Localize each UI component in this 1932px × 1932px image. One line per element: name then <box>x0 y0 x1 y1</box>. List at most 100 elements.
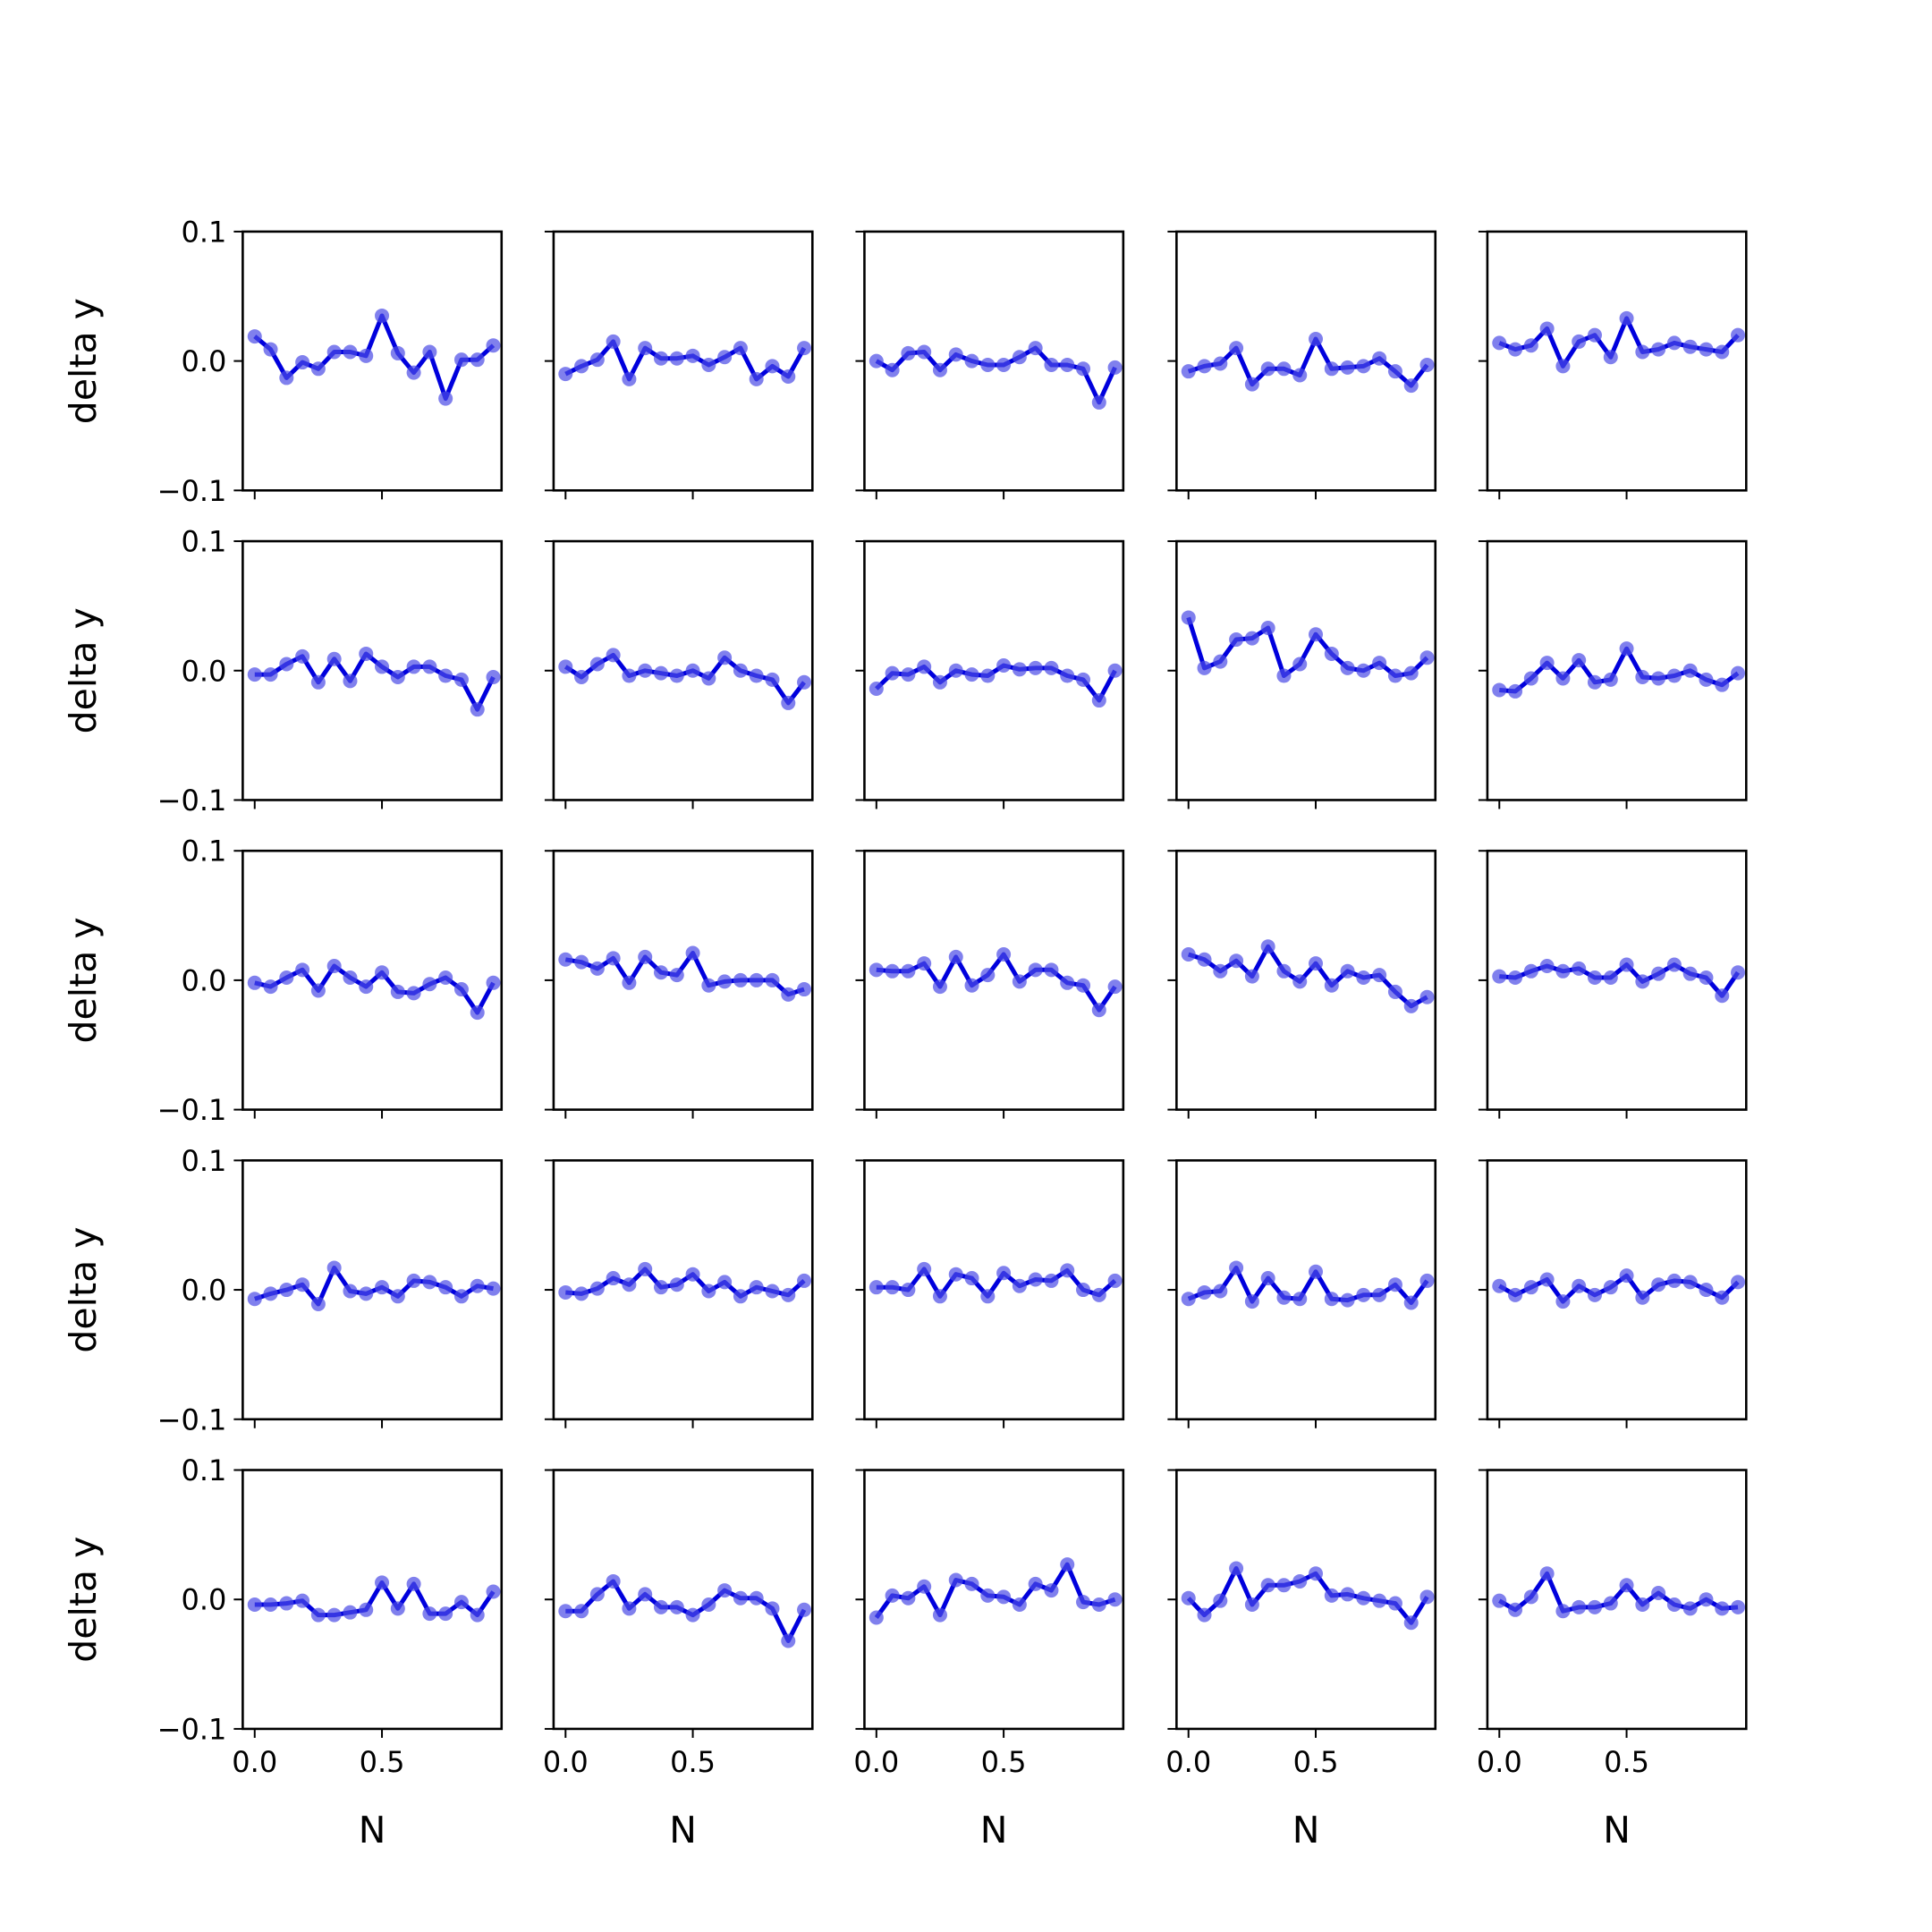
y-tick-label-r2c1-0: 0.1 <box>181 525 226 559</box>
data-point-r5c2-15 <box>797 1602 812 1617</box>
data-point-r2c1-8 <box>375 659 390 674</box>
data-point-r1c5-14 <box>1715 344 1730 360</box>
y-tick-label-r3c1-0: 0.1 <box>181 835 226 869</box>
data-point-r3c3-15 <box>1107 979 1123 995</box>
data-point-r1c4-11 <box>1356 359 1371 374</box>
data-point-r3c3-7 <box>980 968 996 983</box>
data-point-r5c1-5 <box>326 1607 342 1623</box>
data-point-r3c2-13 <box>765 972 780 987</box>
data-point-r1c5-2 <box>1523 338 1538 353</box>
y-tick-label-r1c1-1: 0.0 <box>181 344 226 378</box>
data-point-r1c4-8 <box>1309 332 1324 347</box>
series-line-r2c1 <box>254 651 496 712</box>
series-line-r3c5 <box>1499 962 1741 998</box>
data-point-r3c4-0 <box>1181 946 1196 962</box>
data-point-r5c2-4 <box>622 1601 637 1616</box>
data-point-r2c2-13 <box>765 672 780 687</box>
series-line-r5c2 <box>565 1579 807 1643</box>
series-line-r5c4 <box>1186 1566 1429 1625</box>
data-point-r4c4-12 <box>1372 1287 1387 1302</box>
data-point-r3c5-12 <box>1682 966 1698 981</box>
data-point-r1c1-14 <box>470 352 485 368</box>
data-point-r4c3-10 <box>1028 1272 1043 1287</box>
data-point-r2c5-15 <box>1731 665 1746 681</box>
data-point-r2c5-5 <box>1572 653 1587 668</box>
series-line-r2c5 <box>1499 646 1740 694</box>
data-point-r3c5-1 <box>1508 970 1523 986</box>
data-point-r4c1-1 <box>263 1286 278 1301</box>
data-point-r5c3-6 <box>964 1576 979 1591</box>
data-point-r4c2-8 <box>685 1267 700 1282</box>
series-line-r5c1 <box>254 1580 496 1618</box>
data-point-r2c3-13 <box>1076 672 1091 687</box>
data-point-r5c2-14 <box>781 1633 796 1648</box>
data-point-r3c2-11 <box>733 972 748 987</box>
data-point-r2c5-2 <box>1523 671 1538 686</box>
data-point-r5c3-12 <box>1060 1557 1075 1572</box>
data-point-r4c2-9 <box>701 1284 716 1299</box>
data-point-r1c5-9 <box>1635 344 1650 360</box>
data-point-r3c1-7 <box>359 979 374 995</box>
data-point-r2c1-6 <box>343 674 358 689</box>
data-point-r1c3-0 <box>869 353 884 369</box>
data-point-r4c1-2 <box>279 1283 294 1298</box>
panel-frame-r1c3 <box>863 230 1125 492</box>
data-point-r2c1-9 <box>390 669 405 684</box>
y-tick-label-r1c1-0: 0.1 <box>181 215 226 249</box>
data-point-r2c5-10 <box>1651 671 1666 686</box>
data-point-r5c5-13 <box>1699 1592 1714 1607</box>
data-point-r4c3-15 <box>1107 1273 1123 1288</box>
data-point-r4c2-15 <box>797 1273 812 1288</box>
data-point-r2c1-4 <box>310 674 326 690</box>
data-point-r2c3-5 <box>948 663 963 678</box>
x-tick-label-r5c1-0: 0.0 <box>232 1745 277 1779</box>
data-point-r5c1-14 <box>470 1607 485 1623</box>
data-point-r5c1-9 <box>390 1601 405 1616</box>
data-point-r2c2-8 <box>685 663 700 678</box>
data-point-r2c3-9 <box>1012 662 1027 677</box>
data-point-r2c4-6 <box>1276 668 1292 683</box>
data-point-r3c3-14 <box>1091 1003 1106 1018</box>
data-point-r4c3-13 <box>1076 1283 1091 1298</box>
data-point-r2c4-12 <box>1372 656 1387 671</box>
data-point-r1c5-4 <box>1555 359 1571 374</box>
data-point-r2c1-0 <box>247 667 262 682</box>
data-point-r1c3-10 <box>1028 341 1043 356</box>
data-point-r3c2-14 <box>781 987 796 1002</box>
data-point-r3c3-3 <box>917 956 932 971</box>
data-point-r5c5-12 <box>1682 1601 1698 1616</box>
data-point-r3c3-8 <box>996 946 1012 962</box>
series-line-r4c3 <box>876 1267 1117 1299</box>
data-point-r2c5-4 <box>1555 671 1571 686</box>
data-point-r4c4-2 <box>1213 1284 1228 1299</box>
panel-frame-r2c1 <box>242 539 504 801</box>
data-point-r2c3-1 <box>885 665 900 681</box>
data-point-r2c4-5 <box>1260 621 1275 636</box>
data-point-r3c1-2 <box>279 970 294 986</box>
data-point-r3c2-2 <box>589 961 605 976</box>
data-point-r2c4-10 <box>1340 660 1355 675</box>
data-point-r5c4-4 <box>1244 1597 1259 1612</box>
data-point-r2c5-3 <box>1539 656 1555 671</box>
data-point-r2c2-15 <box>797 674 812 690</box>
data-point-r2c1-1 <box>263 667 278 682</box>
series-line-r1c1 <box>253 313 496 402</box>
data-point-r3c5-15 <box>1731 965 1746 980</box>
data-point-r5c4-3 <box>1229 1561 1244 1576</box>
panel-frame-r1c5 <box>1486 230 1748 492</box>
series-line-r3c1 <box>254 963 496 1015</box>
data-point-r5c4-6 <box>1276 1578 1292 1593</box>
data-point-r4c1-13 <box>453 1289 469 1304</box>
data-point-r3c2-9 <box>701 978 716 993</box>
data-point-r3c5-7 <box>1603 970 1618 986</box>
data-point-r1c2-3 <box>606 334 621 349</box>
data-point-r3c4-7 <box>1292 974 1308 989</box>
y-tick-label-r2c1-2: −0.1 <box>157 784 227 818</box>
data-point-r5c4-14 <box>1403 1615 1419 1631</box>
data-point-r1c4-10 <box>1340 360 1355 375</box>
y-tick-label-r5c1-0: 0.1 <box>181 1453 226 1487</box>
data-point-r5c4-5 <box>1260 1578 1275 1593</box>
data-point-r5c3-7 <box>980 1588 996 1603</box>
data-point-r1c4-3 <box>1229 341 1244 356</box>
